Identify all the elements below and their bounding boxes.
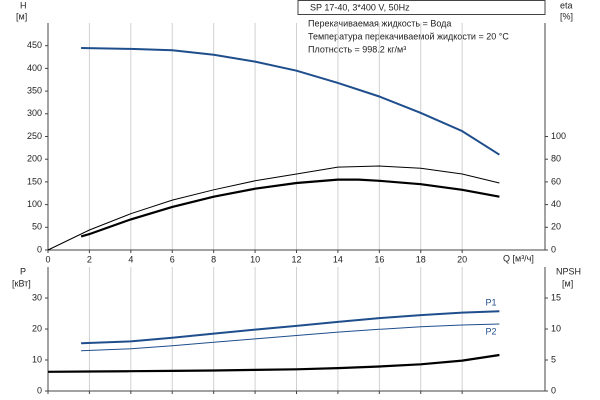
y2-label: eta — [560, 0, 573, 10]
series-label: P2 — [485, 326, 496, 336]
y-tick-label: 30 — [32, 292, 42, 302]
y-tick-label: 100 — [27, 199, 42, 209]
curve — [80, 178, 500, 238]
x-tick-label: 10 — [250, 254, 260, 264]
y2-tick-label: 20 — [551, 222, 561, 232]
y-tick-label: 10 — [32, 354, 42, 364]
y-tick-label: 0 — [37, 385, 42, 395]
y2-tick-label: 0 — [551, 244, 556, 254]
curve — [47, 165, 500, 251]
y-unit: [кВт] — [12, 278, 31, 288]
y-tick-label: 20 — [32, 323, 42, 333]
y-tick-label: 250 — [27, 131, 42, 141]
y-tick-label: 150 — [27, 176, 42, 186]
series-label: P1 — [485, 298, 496, 308]
y2-unit: [м] — [562, 278, 573, 288]
y-tick-label: 50 — [32, 222, 42, 232]
x-tick-label: 14 — [333, 254, 343, 264]
annotation: Температура перекачиваемой жидкости = 20… — [308, 31, 509, 41]
y2-tick-label: 5 — [551, 354, 556, 364]
y-tick-label: 400 — [27, 63, 42, 73]
y-label: P — [20, 266, 26, 276]
x-tick-label: 0 — [45, 254, 50, 264]
y2-tick-label: 10 — [551, 323, 561, 333]
x-tick-label: 4 — [128, 254, 133, 264]
curve — [81, 47, 500, 156]
y-tick-label: 0 — [37, 244, 42, 254]
x-tick-label: 12 — [291, 254, 301, 264]
curve — [81, 310, 500, 345]
y-tick-label: 300 — [27, 108, 42, 118]
y2-tick-label: 15 — [551, 292, 561, 302]
x-label: Q [м³/ч] — [503, 253, 534, 263]
y2-tick-label: 100 — [551, 131, 566, 141]
y2-tick-label: 60 — [551, 176, 561, 186]
x-tick-label: 6 — [170, 254, 175, 264]
y-label: H — [20, 0, 27, 10]
y-tick-label: 200 — [27, 154, 42, 164]
x-tick-label: 2 — [87, 254, 92, 264]
y-unit: [м] — [16, 11, 27, 21]
y-tick-label: 350 — [27, 85, 42, 95]
y2-tick-label: 80 — [551, 154, 561, 164]
y2-label: NPSH — [556, 266, 581, 276]
curve — [47, 353, 500, 373]
curve — [81, 323, 500, 352]
x-tick-label: 8 — [211, 254, 216, 264]
y-tick-label: 450 — [27, 40, 42, 50]
annotation: Плотность = 998.2 кг/м³ — [308, 44, 406, 54]
header: SP 17-40, 3*400 V, 50Hz — [310, 2, 410, 12]
x-tick-label: 16 — [374, 254, 384, 264]
y2-unit: [%] — [560, 11, 573, 21]
x-tick-label: 18 — [416, 254, 426, 264]
header-box — [297, 0, 546, 15]
x-tick-label: 20 — [457, 254, 467, 264]
y2-tick-label: 40 — [551, 199, 561, 209]
y2-tick-label: 0 — [551, 385, 556, 395]
